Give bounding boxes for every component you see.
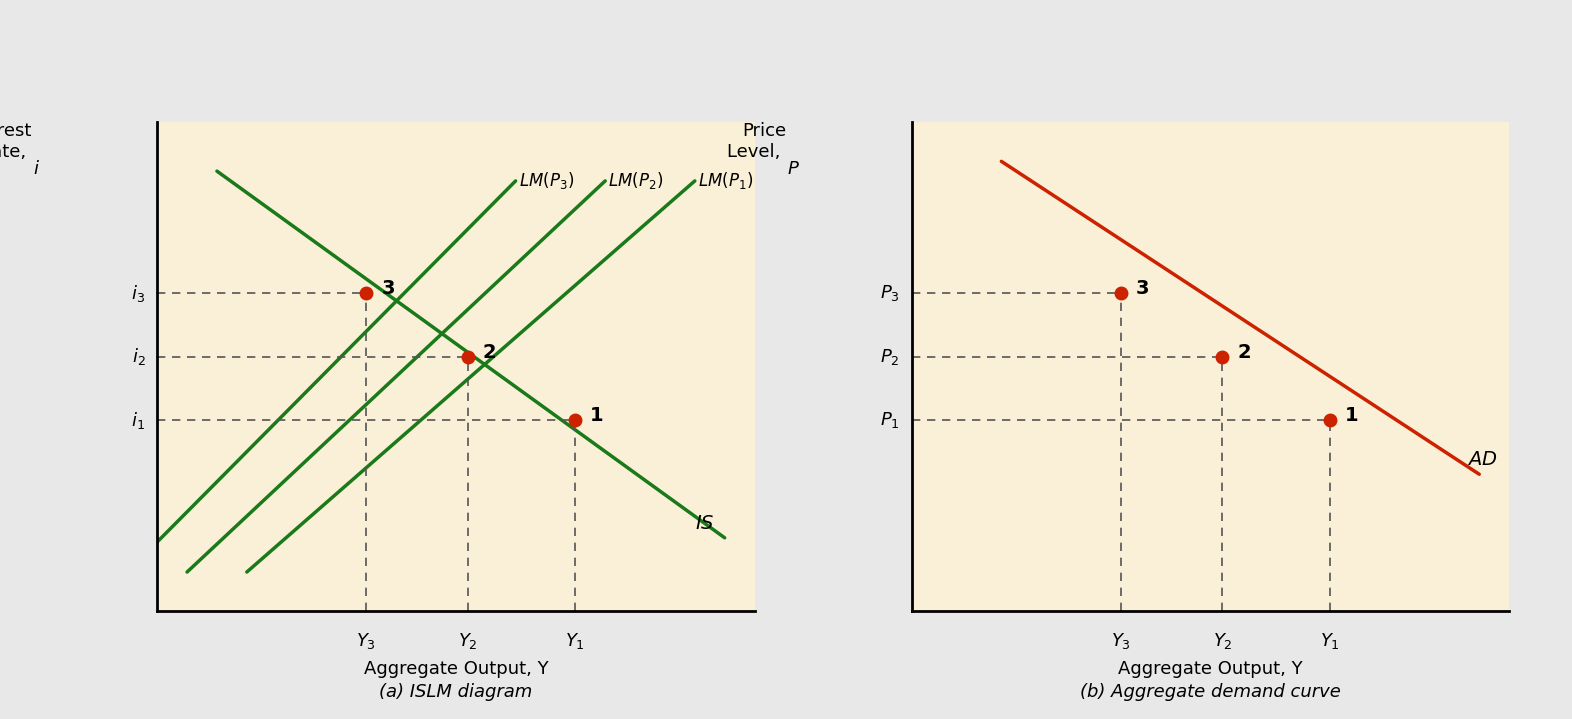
Text: $Y_1$: $Y_1$ <box>566 631 585 651</box>
Text: $i_1$: $i_1$ <box>132 410 145 431</box>
Text: 1: 1 <box>591 406 604 425</box>
Text: $LM(P_1)$: $LM(P_1)$ <box>698 170 753 191</box>
Text: $LM(P_3)$: $LM(P_3)$ <box>519 170 574 191</box>
Text: Price
Level,: Price Level, <box>726 122 786 161</box>
Text: Aggregate Output, Y: Aggregate Output, Y <box>1118 660 1303 678</box>
Text: 1: 1 <box>1346 406 1358 425</box>
Text: 3: 3 <box>380 279 395 298</box>
Text: $Y_1$: $Y_1$ <box>1320 631 1339 651</box>
Text: P: P <box>788 160 799 178</box>
Text: $i_3$: $i_3$ <box>132 283 145 304</box>
Text: $Y_3$: $Y_3$ <box>1111 631 1130 651</box>
Text: $P_3$: $P_3$ <box>880 283 899 303</box>
Text: (a) ISLM diagram: (a) ISLM diagram <box>379 683 533 701</box>
Text: $AD$: $AD$ <box>1467 450 1498 469</box>
Text: i: i <box>33 160 38 178</box>
Text: Aggregate Output, Y: Aggregate Output, Y <box>363 660 549 678</box>
Text: $P_2$: $P_2$ <box>880 347 899 367</box>
Text: 2: 2 <box>1237 342 1251 362</box>
Text: $Y_2$: $Y_2$ <box>457 631 478 651</box>
Text: (b) Aggregate demand curve: (b) Aggregate demand curve <box>1080 683 1341 701</box>
Text: $Y_2$: $Y_2$ <box>1212 631 1232 651</box>
Text: $P_1$: $P_1$ <box>880 411 899 431</box>
Text: $IS$: $IS$ <box>695 513 714 533</box>
Text: $LM(P_2)$: $LM(P_2)$ <box>608 170 663 191</box>
Text: $i_2$: $i_2$ <box>132 347 145 367</box>
Text: $Y_3$: $Y_3$ <box>357 631 376 651</box>
Text: 3: 3 <box>1135 279 1149 298</box>
Text: 2: 2 <box>483 342 497 362</box>
Text: Interest
Rate,: Interest Rate, <box>0 122 31 161</box>
